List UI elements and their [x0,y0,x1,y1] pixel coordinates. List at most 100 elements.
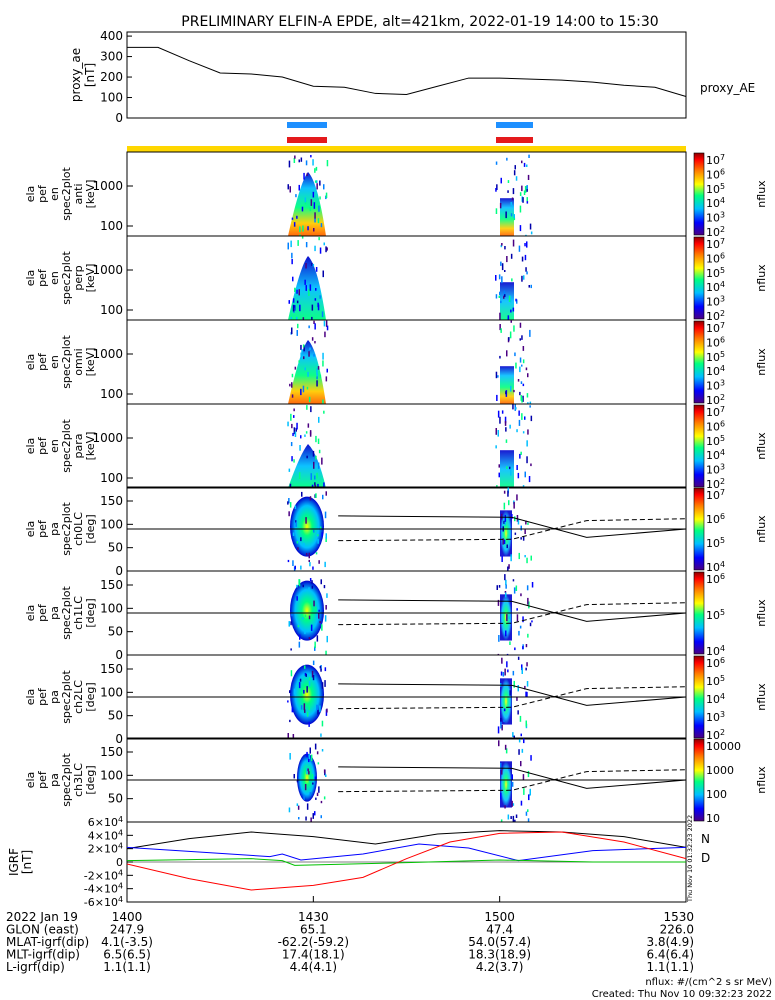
speckle-pixel [495,188,497,192]
speckle-pixel [324,331,326,338]
speckle-pixel [516,614,519,622]
speckle-pixel [524,243,526,247]
speckle-pixel [520,395,522,401]
panel-2-colorbar-tick: 103 [706,295,725,309]
speckle-pixel [516,494,518,501]
speckle-pixel [499,312,501,320]
speckle-pixel [293,427,296,435]
panel-1-zlabel: nflux [755,180,768,208]
speckle-pixel [316,376,318,380]
x-row-label: MLT-igrf(dip) [6,948,80,962]
speckle-pixel [520,537,522,540]
speckle-pixel [496,585,498,590]
speckle-pixel [297,805,300,810]
y-tick-label: 100 [100,768,123,782]
speckle-pixel [497,410,500,418]
speckle-pixel [511,514,513,519]
speckle-pixel [307,226,309,231]
speckle-pixel [513,735,515,739]
speckle-pixel [315,288,317,291]
speckle-pixel [296,779,299,783]
speckle-pixel [513,325,515,332]
y-tick-label: 100 [100,219,123,233]
panel-1-colorbar-tick: 102 [706,225,725,239]
speckle-pixel [522,431,525,434]
speckle-pixel [303,795,305,800]
speckle-pixel [505,211,507,219]
panel-4: 1001000elapefenspec2plotpara[keV]1021031… [24,403,768,491]
speckle-pixel [504,574,506,581]
speckle-pixel [529,329,531,337]
panel-5-colorbar-tick: 104 [706,560,725,574]
speckle-pixel [504,294,506,297]
speckle-pixel [287,242,289,250]
y-tick-label: 150 [100,494,123,508]
panel-4-colorbar-tick: 106 [706,419,725,433]
speckle-pixel [520,525,522,531]
speckle-pixel [300,388,302,396]
speckle-pixel [497,375,499,378]
speckle-pixel [508,337,510,341]
speckle-pixel [318,609,320,612]
speckle-pixel [526,185,528,190]
speckle-pixel [326,593,328,598]
speckle-pixel [525,720,527,727]
speckle-pixel [496,394,498,401]
speckle-pixel [291,252,293,259]
panel-5-colorbar-tick: 106 [706,512,725,526]
speckle-pixel [314,212,316,219]
speckle-pixel [299,234,301,236]
speckle-pixel [511,774,513,781]
pa-blob [290,496,324,557]
speckle-pixel [509,466,511,470]
speckle-pixel [518,821,521,822]
speckle-pixel [299,304,301,312]
speckle-pixel [319,666,322,669]
speckle-pixel [308,771,310,775]
panel-4-colorbar-tick: 102 [706,477,725,491]
y-tick-label: 1000 [92,347,123,361]
speckle-pixel [521,256,524,262]
speckle-pixel [514,165,516,170]
speckle-pixel [526,440,528,447]
ae-tick-label: 300 [100,50,123,64]
speckle-pixel [318,416,320,423]
speckle-pixel [316,380,318,387]
speckle-pixel [302,385,305,393]
speckle-pixel [319,295,321,299]
speckle-pixel [504,514,507,522]
speckle-pixel [519,225,522,232]
speckle-pixel [294,287,296,292]
speckle-pixel [300,705,303,710]
speckle-pixel [322,399,324,404]
panel-7-colorbar-tick: 103 [706,710,725,724]
speckle-pixel [521,196,523,202]
speckle-pixel [326,325,329,331]
speckle-pixel [527,429,529,435]
speckle-pixel [508,768,511,771]
created-note: Created: Thu Nov 10 09:32:23 2022 [592,989,772,1000]
x-row-value: 47.4 [486,923,513,937]
bar-red-1 [287,137,327,143]
igrf-d-line [126,831,687,891]
panel-5-ylabel: elapefpaspec2plotch0LC[deg] [24,502,97,556]
speckle-pixel [288,807,291,813]
speckle-pixel [302,344,305,348]
panel-1-colorbar-tick: 107 [706,153,725,167]
speckle-pixel [310,624,313,631]
speckle-pixel [293,688,296,695]
speckle-pixel [303,542,305,547]
panel-frame [126,235,687,321]
speckle-pixel [512,803,515,806]
speckle-pixel [500,671,503,676]
speckle-pixel [320,223,323,228]
speckle-pixel [305,673,307,677]
speckle-pixel [308,706,310,710]
speckle-pixel [314,811,316,816]
speckle-pixel [298,472,301,479]
y-tick-label: 50 [108,709,123,723]
speckle-pixel [296,330,298,336]
y-tick-label: 150 [100,662,123,676]
panel-2-colorbar-tick: 105 [706,266,725,280]
panel-2-colorbar-tick: 107 [706,237,725,251]
